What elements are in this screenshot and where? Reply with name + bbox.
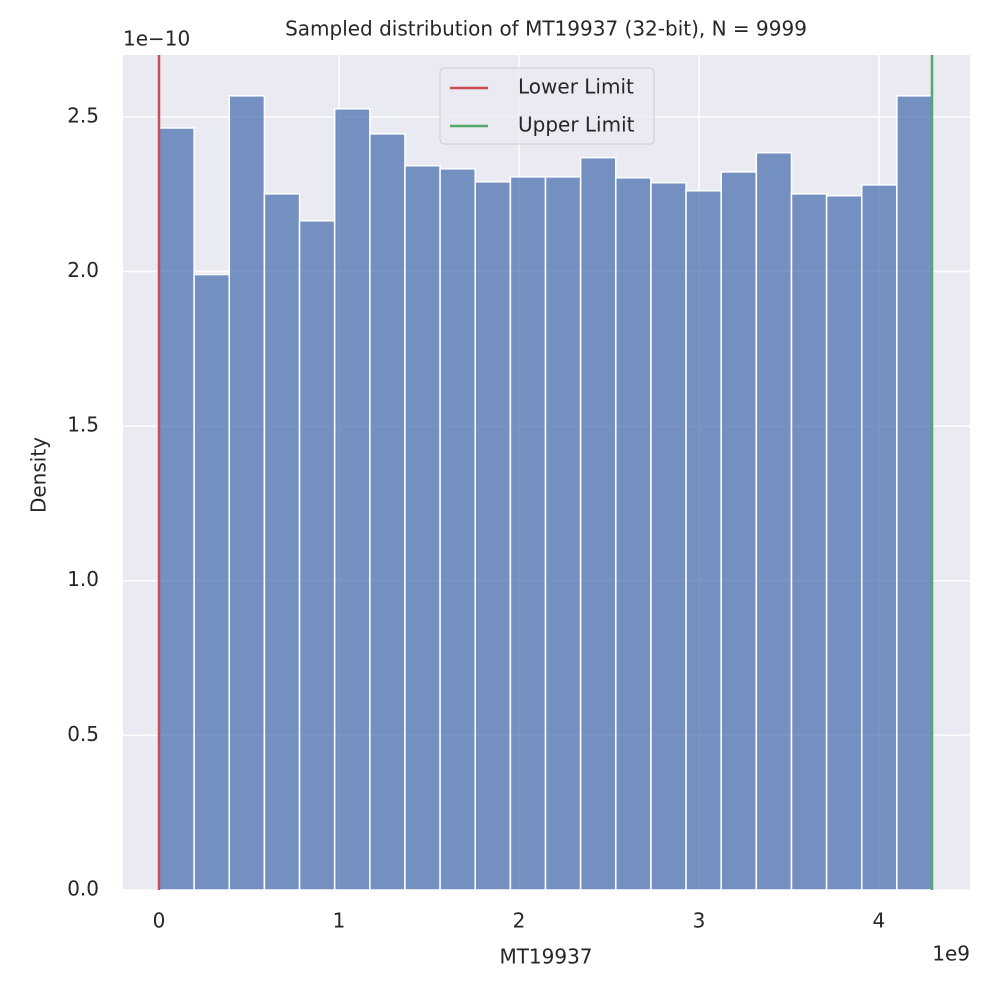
- histogram-bar: [263, 193, 301, 891]
- y-tick-label: 0.5: [67, 722, 99, 746]
- x-tick-label: 3: [693, 909, 706, 933]
- histogram-bar: [193, 273, 231, 891]
- histogram-bar: [333, 108, 371, 891]
- y-tick-label: 1.0: [67, 567, 99, 591]
- y-axis-label: Density: [27, 437, 51, 513]
- x-axis-label: MT19937: [499, 945, 592, 969]
- x-tick-label: 1: [333, 909, 346, 933]
- histogram-bar: [579, 156, 617, 891]
- histogram-bar: [896, 95, 933, 891]
- x-tick-label: 4: [873, 909, 886, 933]
- y-offset-label: 1e−10: [123, 27, 190, 51]
- histogram-bar: [615, 177, 652, 891]
- y-tick-label: 0.0: [67, 877, 99, 901]
- histogram-bar: [474, 181, 512, 891]
- histogram-bar: [158, 127, 195, 891]
- histogram-bar: [650, 181, 687, 891]
- histogram-bar: [720, 171, 758, 891]
- histogram-bar: [369, 133, 406, 891]
- x-tick-label: 0: [153, 909, 166, 933]
- y-tick-label: 2.0: [67, 258, 99, 282]
- histogram-bar: [439, 168, 476, 891]
- histogram-bar: [685, 190, 722, 891]
- x-tick-label: 2: [513, 909, 526, 933]
- histogram-bar: [790, 193, 828, 891]
- legend-label: Lower Limit: [518, 75, 634, 99]
- y-tick-label: 2.5: [67, 103, 99, 127]
- legend-box: [439, 67, 655, 145]
- histogram-bar: [825, 194, 863, 891]
- chart-title: Sampled distribution of MT19937 (32-bit)…: [285, 17, 807, 41]
- histogram-bar: [509, 176, 547, 891]
- y-tick-label: 1.5: [67, 413, 99, 437]
- histogram-bar: [298, 220, 336, 891]
- histogram-bar: [755, 151, 793, 891]
- x-offset-label: 1e9: [932, 942, 970, 966]
- histogram-bar: [860, 184, 898, 891]
- legend-label: Upper Limit: [518, 113, 635, 137]
- histogram-bar: [404, 164, 441, 891]
- histogram-bar: [544, 176, 582, 891]
- histogram-bar: [228, 95, 266, 891]
